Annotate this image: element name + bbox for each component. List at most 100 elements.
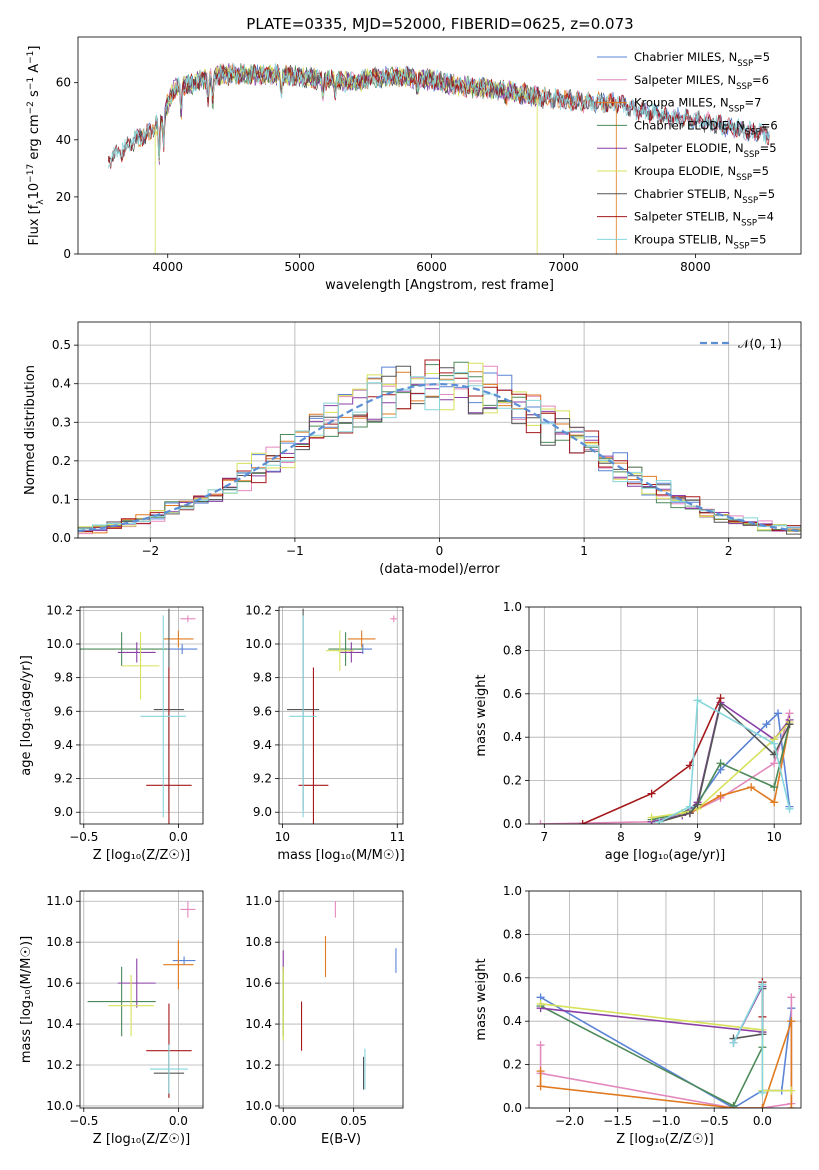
legend-label: Salpeter STELIB, NSSP=4 <box>634 210 774 229</box>
y-tick-label: 9.0 <box>54 805 73 819</box>
axes-weight_vs_Z: −2.0 −1.5 −1.0 −0.5 0.0 0.0 0.2 0.4 0.6 0.8 1.0 <box>503 884 802 1128</box>
y-tick-label: 10.4 <box>245 1017 272 1031</box>
axes-weight_vs_age: 7 8 9 10 0.0 0.2 0.4 0.6 0.8 1.0 <box>503 600 802 844</box>
y-tick-label: 0.2 <box>503 774 522 788</box>
y-tick-label: 1.0 <box>503 884 522 898</box>
weight-line <box>540 986 764 1107</box>
y-tick-label: 0.5 <box>52 338 71 352</box>
weight-marker <box>770 739 779 748</box>
plot-area <box>287 608 398 824</box>
legend-label: Chabrier MILES, NSSP=5 <box>634 50 770 69</box>
x-axis-label: wavelength [Angstrom, rest frame] <box>325 278 554 293</box>
plot-area <box>107 62 770 254</box>
legend-label: 𝒩(0, 1) <box>738 337 782 351</box>
x-tick-label: 0.0 <box>753 1114 772 1128</box>
x-axis-label: mass [log₁₀(M/M☉)] <box>277 848 404 863</box>
x-tick-label: 11 <box>390 830 405 844</box>
weight-marker <box>536 1067 545 1076</box>
x-tick-label: 4000 <box>152 260 183 274</box>
figure-title: PLATE=0335, MJD=52000, FIBERID=0625, z=0… <box>246 15 633 33</box>
y-tick-label: 9.2 <box>253 772 272 786</box>
y-axis-label-part: s <box>27 90 42 101</box>
x-axis-label: age [log₁₀(age/yr)] <box>605 848 726 863</box>
y-tick-label: 9.6 <box>253 704 272 718</box>
legend-sub: SSP <box>729 105 745 115</box>
weight-marker <box>785 804 794 813</box>
legend-label: Salpeter ELODIE, NSSP=5 <box>634 141 777 160</box>
x-axis-label: E(B-V) <box>321 1132 361 1147</box>
x-tick-label: −1 <box>286 544 304 558</box>
y-tick-label: 9.6 <box>54 704 73 718</box>
y-tick-label: 10.2 <box>46 603 73 617</box>
y-axis-label: mass weight <box>474 958 489 1040</box>
y-tick-label: 11.0 <box>46 894 73 908</box>
legend-n: =5 <box>749 232 766 246</box>
weight-marker <box>729 1101 738 1108</box>
y-tick-label: 0.6 <box>503 687 522 701</box>
x-tick-label: −2 <box>141 544 159 558</box>
y-axis-label-part: −1 <box>26 77 36 90</box>
legend-name: Chabrier ELODIE, N <box>634 118 745 132</box>
weight-line <box>540 713 791 824</box>
axes-frame <box>528 890 802 1109</box>
axes-frame <box>278 606 404 825</box>
weight-marker <box>716 759 725 768</box>
plot-area <box>536 694 794 824</box>
legend-sub: SSP <box>736 173 752 183</box>
y-tick-label: 10.8 <box>46 935 73 949</box>
legend-name: Kroupa MILES, N <box>634 96 729 110</box>
weight-marker <box>536 820 545 824</box>
weight-marker <box>785 720 794 729</box>
axes-frame <box>77 36 802 255</box>
weight-marker <box>693 696 702 705</box>
legend-sub: SSP <box>734 241 750 251</box>
weight-marker <box>762 720 771 729</box>
y-tick-label: 10.0 <box>46 1099 73 1113</box>
y-tick-label: 0.8 <box>503 927 522 941</box>
y-tick-label: 0.4 <box>503 1014 522 1028</box>
weight-marker <box>693 800 702 809</box>
y-tick-label: 10.6 <box>245 976 272 990</box>
y-tick-label: 0.1 <box>52 492 71 506</box>
y-tick-label: 10.0 <box>245 1099 272 1113</box>
axes-spectrum: 4000 5000 6000 7000 8000 0 20 40 60 <box>56 36 802 274</box>
y-tick-label: 1.0 <box>503 600 522 614</box>
y-tick-label: 10.2 <box>46 1058 73 1072</box>
legend-n: =5 <box>752 164 769 178</box>
y-tick-label: 10.2 <box>245 603 272 617</box>
legend-label: Kroupa STELIB, NSSP=5 <box>634 232 766 251</box>
weight-marker <box>787 1017 796 1026</box>
y-axis-label: age [log₁₀(age/yr)] <box>19 655 34 776</box>
y-tick-label: 10.0 <box>245 637 272 651</box>
y-axis-label-part: 10 <box>27 183 42 200</box>
y-axis-label-part: −17 <box>26 164 36 183</box>
x-tick-label: −2.0 <box>555 1114 584 1128</box>
x-tick-label: 9 <box>694 830 702 844</box>
y-tick-label: 10.0 <box>46 637 73 651</box>
y-tick-label: 10.8 <box>245 935 272 949</box>
x-tick-label: −0.5 <box>69 1114 98 1128</box>
y-tick-label: 0.0 <box>503 817 522 831</box>
y-tick-label: 0.8 <box>503 643 522 657</box>
x-axis-label: Z [log₁₀(Z/Z☉)] <box>616 1132 713 1147</box>
legend-n: =6 <box>752 73 769 87</box>
y-tick-label: 9.4 <box>54 738 73 752</box>
y-tick-label: 9.0 <box>253 805 272 819</box>
weight-marker <box>647 789 656 798</box>
y-axis-label-part: ] <box>27 46 42 51</box>
x-tick-label: 5000 <box>284 260 315 274</box>
legend-sub: SSP <box>737 59 753 69</box>
x-axis-label: Z [log₁₀(Z/Z☉)] <box>93 1132 190 1147</box>
y-tick-label: 0.6 <box>503 971 522 985</box>
legend-label: Kroupa ELODIE, NSSP=5 <box>634 164 769 183</box>
weight-marker <box>536 1082 545 1091</box>
weight-marker <box>716 791 725 800</box>
spectrum-line <box>107 63 770 169</box>
x-tick-label: 0 <box>436 544 444 558</box>
weight-marker <box>770 798 779 807</box>
legend-label: Chabrier ELODIE, NSSP=6 <box>634 118 778 137</box>
axes-frame <box>79 890 204 1109</box>
y-axis-label-part: −2 <box>26 101 36 114</box>
plot-area <box>282 901 397 1090</box>
x-tick-label: −1.5 <box>603 1114 632 1128</box>
